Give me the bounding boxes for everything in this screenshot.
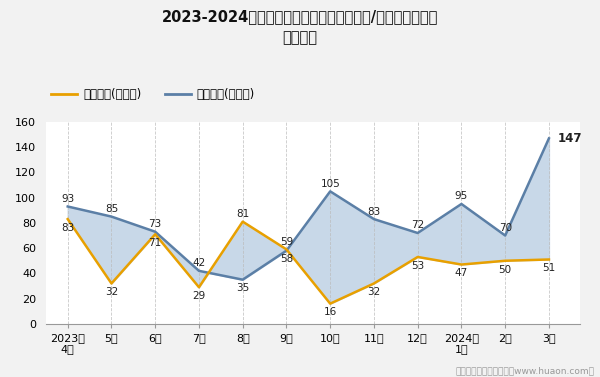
进口总额(万美元) [283,248,290,253]
Text: 73: 73 [149,219,162,229]
Text: 2023-2024年深圳科技工业园（境内目的地/货源地）进、出
口额统计: 2023-2024年深圳科技工业园（境内目的地/货源地）进、出 口额统计 [162,9,438,45]
Text: 16: 16 [323,307,337,317]
Text: 72: 72 [411,221,424,230]
出口总额(万美元) [152,232,159,236]
出口总额(万美元) [370,281,377,286]
出口总额(万美元) [283,247,290,252]
进口总额(万美元) [545,136,553,141]
出口总额(万美元) [502,259,509,263]
Text: 51: 51 [542,263,556,273]
进口总额(万美元) [196,268,203,273]
Text: 83: 83 [367,207,380,217]
Text: 58: 58 [280,254,293,264]
出口总额(万美元) [108,281,115,286]
Line: 出口总额(万美元): 出口总额(万美元) [68,219,549,303]
进口总额(万美元) [370,217,377,221]
Text: 93: 93 [61,194,74,204]
Text: 85: 85 [105,204,118,214]
Text: 42: 42 [193,258,206,268]
进口总额(万美元) [108,215,115,219]
Text: 32: 32 [105,287,118,297]
进口总额(万美元) [414,231,421,235]
出口总额(万美元) [326,301,334,306]
Legend: 出口总额(万美元), 进口总额(万美元): 出口总额(万美元), 进口总额(万美元) [46,83,260,106]
出口总额(万美元) [414,255,421,259]
Text: 47: 47 [455,268,468,278]
进口总额(万美元) [239,277,247,282]
进口总额(万美元) [152,230,159,234]
出口总额(万美元) [64,217,71,221]
进口总额(万美元) [502,233,509,238]
Text: 95: 95 [455,192,468,201]
Line: 进口总额(万美元): 进口总额(万美元) [68,138,549,280]
Text: 81: 81 [236,209,250,219]
进口总额(万美元) [64,204,71,209]
出口总额(万美元) [196,285,203,290]
Text: 105: 105 [320,179,340,189]
Text: 制图：华经产业研究院（www.huaon.com）: 制图：华经产业研究院（www.huaon.com） [455,366,594,375]
出口总额(万美元) [545,257,553,262]
Text: 70: 70 [499,223,512,233]
Text: 35: 35 [236,284,250,293]
Text: 59: 59 [280,237,293,247]
出口总额(万美元) [458,262,465,267]
Text: 50: 50 [499,265,512,274]
进口总额(万美元) [326,189,334,194]
Text: 83: 83 [61,223,74,233]
Text: 71: 71 [149,238,162,248]
Text: 147: 147 [557,132,582,145]
出口总额(万美元) [239,219,247,224]
Text: 53: 53 [411,261,424,271]
进口总额(万美元) [458,202,465,206]
Text: 29: 29 [193,291,206,301]
Text: 32: 32 [367,287,380,297]
